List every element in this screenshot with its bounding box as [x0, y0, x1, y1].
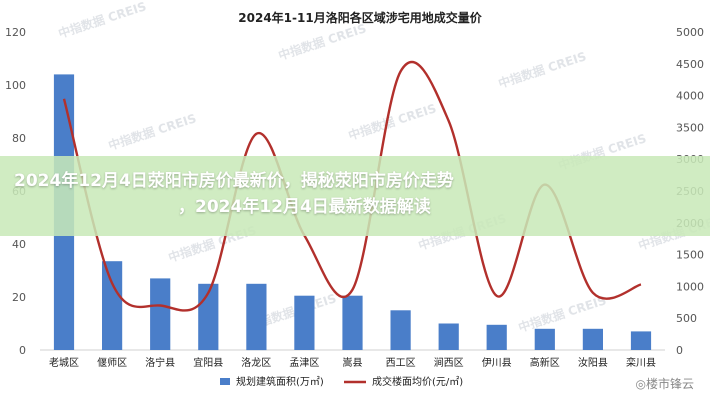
- x-category-label: 高新区: [530, 356, 560, 369]
- bar: [438, 323, 459, 350]
- legend-line-label: 成交楼面均价(元/㎡): [372, 375, 463, 388]
- legend-bar-swatch: [220, 378, 230, 385]
- watermark-text: 中指数据 CREIS: [276, 20, 368, 63]
- x-category-label: 涧西区: [434, 356, 464, 369]
- x-category-label: 西工区: [386, 357, 416, 369]
- bar: [294, 295, 315, 350]
- bar: [150, 278, 171, 350]
- y-left-tick-label: 20: [12, 291, 26, 304]
- headline-banner: [0, 156, 710, 236]
- y-right-tick-label: 5000: [676, 26, 704, 39]
- bar: [246, 283, 267, 351]
- legend: 规划建筑面积(万㎡) 成交楼面均价(元/㎡): [220, 375, 463, 388]
- legend-bar-label: 规划建筑面积(万㎡): [236, 375, 324, 388]
- y-left-tick-label: 120: [5, 26, 26, 39]
- watermark-text: 中指数据 CREIS: [106, 110, 198, 153]
- source-watermark: ◎楼市锋云: [631, 374, 698, 393]
- bar: [582, 328, 603, 350]
- watermark-text: 中指数据 CREIS: [346, 100, 438, 143]
- headline-line-2: ，2024年12月4日最新数据解读: [178, 197, 431, 217]
- x-category-label: 偃师区: [97, 356, 127, 369]
- x-category-label: 汝阳县: [578, 356, 608, 369]
- watermark-text: 中指数据 CREIS: [516, 292, 608, 335]
- x-category-label: 嵩县: [343, 357, 363, 369]
- x-category-label: 宜阳县: [193, 356, 223, 369]
- watermark-text: 中指数据 CREIS: [56, 0, 148, 41]
- y-right-tick-label: 1500: [676, 249, 704, 262]
- y-right-tick-label: 3500: [676, 121, 704, 134]
- bar: [342, 295, 363, 350]
- y-right-tick-label: 4500: [676, 58, 704, 71]
- category-labels: 老城区 偃师区 洛宁县 宜阳县 洛龙区 孟津区 嵩县 西工区 涧西区 伊川县 高新区 汝阳县 栾川县: [49, 356, 656, 369]
- y-left-tick-label: 0: [19, 344, 26, 357]
- bar: [534, 328, 555, 350]
- y-left-tick-label: 100: [5, 79, 26, 92]
- y-right-tick-label: 1000: [676, 280, 704, 293]
- x-category-label: 洛宁县: [145, 356, 175, 369]
- y-right-tick-label: 4000: [676, 90, 704, 103]
- bar: [486, 324, 507, 350]
- bar: [102, 261, 123, 350]
- bar: [630, 331, 652, 350]
- y-left-tick-label: 40: [12, 238, 26, 251]
- x-category-label: 老城区: [49, 356, 79, 369]
- x-category-label: 栾川县: [626, 356, 656, 369]
- y-right-tick-label: 0: [676, 344, 683, 357]
- chart-title: 2024年1-11月洛阳各区域涉宅用地成交量价: [238, 10, 482, 25]
- watermark-text: 中指数据 CREIS: [496, 48, 588, 91]
- headline-line-1: 2024年12月4日荥阳市房价最新价，揭秘荥阳市房价走势: [14, 171, 454, 191]
- bar: [390, 310, 411, 351]
- x-category-label: 洛龙区: [241, 356, 271, 369]
- x-category-label: 孟津区: [289, 357, 319, 369]
- x-category-label: 伊川县: [482, 357, 512, 369]
- headline-text: 2024年12月4日荥阳市房价最新价，揭秘荥阳市房价走势 ，2024年12月4日…: [0, 168, 710, 220]
- y-left-tick-label: 80: [12, 132, 26, 145]
- y-right-tick-label: 500: [676, 312, 697, 325]
